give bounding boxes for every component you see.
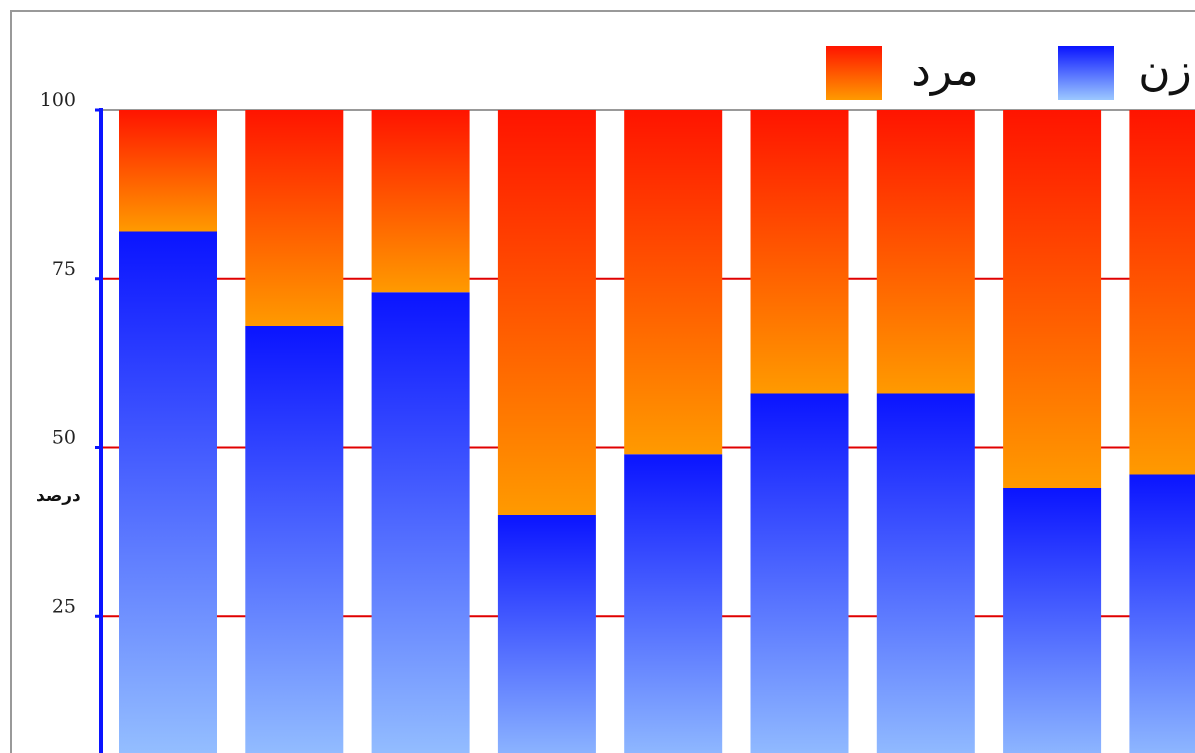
legend: زن مرد <box>826 45 1192 100</box>
bar-women <box>876 393 975 753</box>
bar-men <box>371 110 470 293</box>
legend-swatch-women <box>1058 46 1114 100</box>
legend-label-women: زن <box>1138 45 1192 96</box>
bar-men <box>497 110 596 515</box>
bar-men <box>624 110 723 455</box>
legend-label-men: مرد <box>911 45 978 96</box>
y-tick-label: 75 <box>52 258 76 280</box>
bar-women <box>750 393 849 753</box>
bar-men <box>245 110 344 326</box>
bar-women <box>371 292 470 753</box>
bar-women <box>497 515 596 753</box>
bar-men <box>876 110 975 394</box>
y-tick-label: 50 <box>52 427 76 449</box>
bars-group <box>119 110 1195 753</box>
bar-women <box>119 231 217 753</box>
bar-women <box>245 326 344 753</box>
y-tick-label: 100 <box>40 89 76 111</box>
bar-women <box>624 454 723 753</box>
legend-swatch-men <box>826 46 882 100</box>
bar-men <box>119 110 217 232</box>
y-ticks: 25 50 75 100 <box>40 89 101 618</box>
bar-men <box>750 110 849 394</box>
y-tick-label: 25 <box>52 595 76 617</box>
bar-men <box>1003 110 1102 488</box>
y-axis-label: درصد <box>36 486 81 506</box>
bar-women <box>1129 474 1195 753</box>
bar-men <box>1129 110 1195 475</box>
bar-women <box>1003 488 1102 753</box>
